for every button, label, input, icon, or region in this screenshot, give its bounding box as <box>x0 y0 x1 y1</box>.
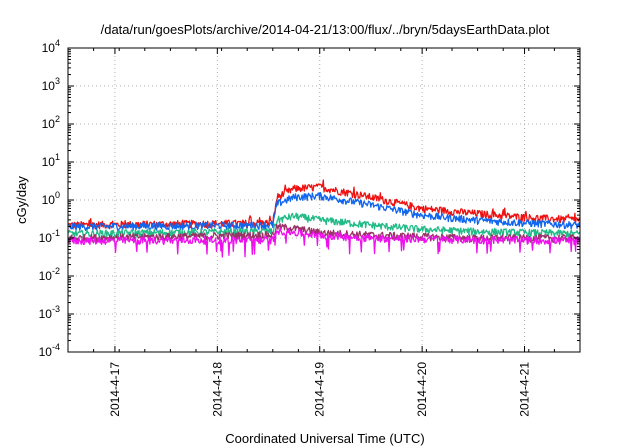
series-line <box>67 212 581 239</box>
y-tick-label: 102 <box>42 114 60 131</box>
y-tick-label: 101 <box>42 152 60 169</box>
plot-frame <box>67 47 581 353</box>
series-line <box>67 226 581 258</box>
chart-title: /data/run/goesPlots/archive/2014-04-21/1… <box>101 22 550 37</box>
grid <box>68 48 580 352</box>
x-tick-label: 2014-4-17 <box>108 362 122 417</box>
y-tick-label: 10-4 <box>39 342 60 359</box>
series-layer <box>67 179 581 258</box>
y-tick-label: 10-2 <box>39 266 60 283</box>
y-tick-label: 104 <box>42 38 60 55</box>
series-line <box>67 179 580 230</box>
axes: 10-4 10-3 10-2 10-1 100 101 102 103 104 2014-4-17… <box>39 38 581 417</box>
x-tick-label: 2014-4-21 <box>518 362 532 417</box>
x-tick-label: 2014-4-20 <box>415 362 429 417</box>
x-tick-label: 2014-4-18 <box>210 362 224 417</box>
y-tick-label: 100 <box>42 190 60 207</box>
x-axis-label: Coordinated Universal Time (UTC) <box>225 431 424 446</box>
y-tick-label: 10-3 <box>39 304 60 321</box>
y-tick-label: 103 <box>42 76 60 93</box>
series-line <box>67 191 581 232</box>
y-tick-label: 10-1 <box>39 228 60 245</box>
y-axis-label: cGy/day <box>14 176 29 224</box>
x-tick-label: 2014-4-19 <box>313 362 327 417</box>
